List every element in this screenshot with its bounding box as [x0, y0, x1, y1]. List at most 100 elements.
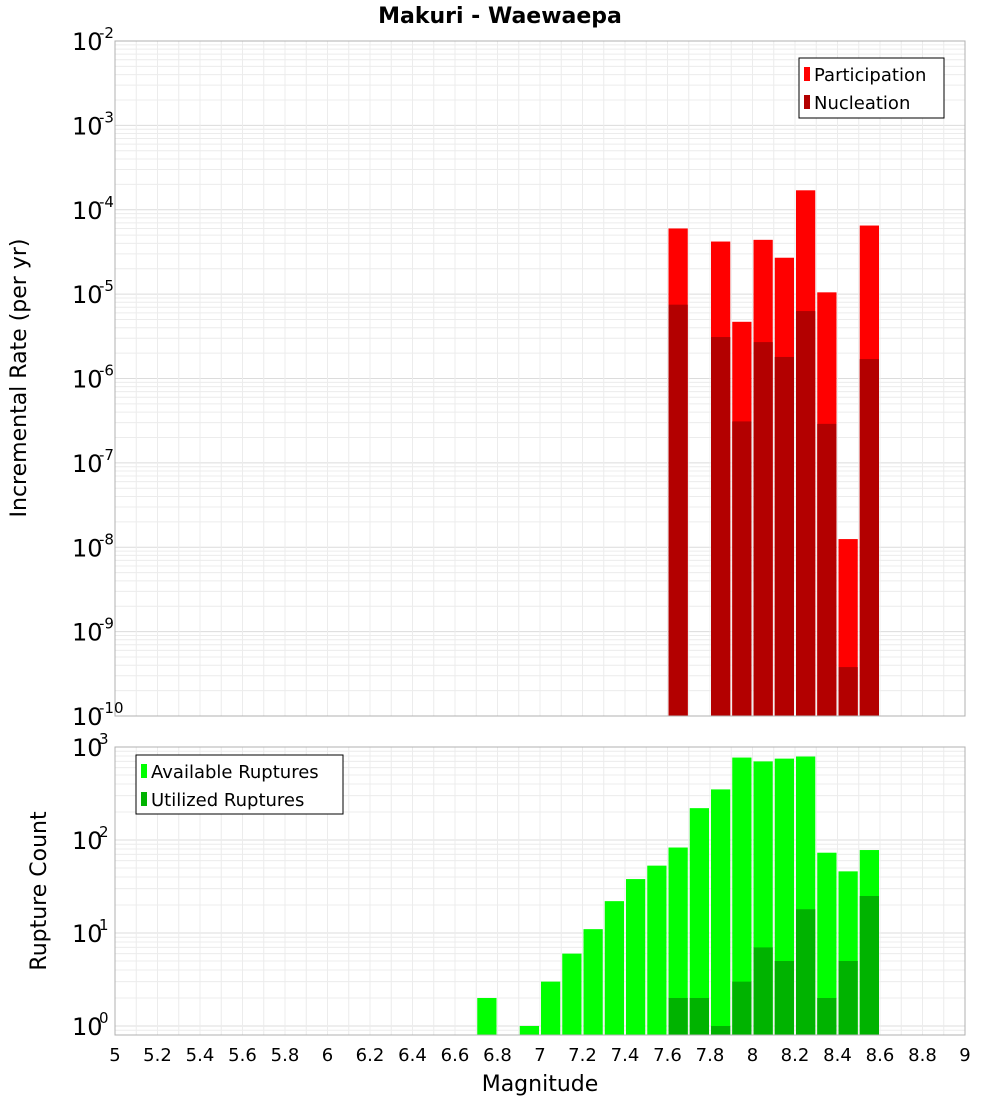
count-inner-bar: [817, 997, 837, 1035]
rate-panel-grid: [114, 41, 966, 717]
y-tick-label: 10: [72, 112, 103, 140]
rate-panel-y-ticks: 10-210-310-410-510-610-710-810-910-10: [72, 24, 124, 731]
y-tick-label: 10: [72, 920, 103, 948]
y-tick-label: 10: [72, 534, 103, 562]
count-outer-bar: [604, 901, 624, 1035]
x-tick-label: 6.2: [356, 1045, 385, 1066]
x-tick-label: 5.8: [271, 1045, 300, 1066]
rate-inner-bar: [668, 304, 688, 716]
count-panel-legend: Available Ruptures Utilized Ruptures: [135, 754, 344, 815]
x-tick-label: 6.4: [398, 1045, 427, 1066]
y-tick-label: 10: [72, 827, 103, 855]
legend-label: Nucleation: [814, 93, 910, 114]
legend-swatch: [804, 95, 810, 109]
y-tick-exponent: -6: [99, 362, 114, 380]
count-outer-bar: [541, 981, 561, 1035]
legend-swatch: [141, 792, 147, 806]
legend-label: Available Ruptures: [151, 762, 319, 783]
legend-box: [135, 754, 344, 815]
x-tick-label: 8.8: [908, 1045, 937, 1066]
count-inner-bar: [732, 981, 752, 1035]
count-outer-bar: [477, 997, 497, 1035]
rate-inner-bar: [817, 423, 837, 716]
count-outer-bar: [647, 865, 667, 1035]
x-tick-label: 8.2: [781, 1045, 810, 1066]
count-inner-bar: [668, 997, 688, 1035]
x-tick-label: 7.2: [568, 1045, 597, 1066]
rate-panel-frame: [114, 40, 966, 717]
count-outer-bar: [711, 789, 731, 1035]
x-tick-label: 8: [747, 1045, 758, 1066]
count-outer-bar: [668, 847, 688, 1035]
count-outer-bar: [689, 808, 709, 1035]
y-tick-label: 10: [72, 28, 103, 56]
rate-inner-bar: [796, 311, 816, 716]
legend-label: Utilized Ruptures: [151, 790, 304, 811]
rate-panel: 10-210-310-410-510-610-710-810-910-10 In…: [7, 24, 966, 731]
count-inner-bar: [689, 997, 709, 1035]
y-tick-exponent: -7: [99, 446, 114, 464]
x-tick-label: 8.6: [866, 1045, 895, 1066]
x-tick-label: 8.4: [823, 1045, 852, 1066]
y-tick-label: 10: [72, 734, 103, 762]
x-tick-label: 6: [322, 1045, 333, 1066]
count-inner-bar: [838, 960, 858, 1035]
count-inner-bar: [753, 947, 773, 1035]
legend-swatch: [141, 764, 147, 778]
count-inner-bar: [711, 1025, 731, 1035]
rate-inner-bar: [711, 337, 731, 716]
y-tick-exponent: 0: [99, 1009, 109, 1027]
y-tick-label: 10: [72, 197, 103, 225]
legend-label: Participation: [814, 65, 926, 86]
count-outer-bar: [626, 879, 646, 1035]
y-tick-exponent: 3: [99, 730, 109, 748]
y-tick-exponent: 2: [99, 823, 109, 841]
legend-box: [798, 57, 945, 119]
x-axis-label: Magnitude: [482, 1072, 599, 1097]
x-axis-ticks: 5 5.2 5.4 5.6 5.8 6 6.2 6.4 6.6 6.8 7 7.2 7.4 7.6 7.8 8…: [109, 1045, 970, 1066]
x-tick-label: 5.4: [186, 1045, 215, 1066]
y-tick-label: 10: [72, 703, 103, 731]
y-tick-exponent: -2: [99, 24, 114, 42]
count-panel-y-axis-label: Rupture Count: [27, 811, 52, 971]
x-tick-label: 5.2: [143, 1045, 172, 1066]
count-inner-bar: [859, 895, 879, 1035]
x-tick-label: 7.8: [696, 1045, 725, 1066]
y-tick-exponent: 1: [99, 916, 109, 934]
rate-panel-y-axis-label: Incremental Rate (per yr): [7, 239, 32, 518]
count-inner-bar: [774, 960, 794, 1035]
x-tick-label: 5.6: [228, 1045, 257, 1066]
y-tick-label: 10: [72, 619, 103, 647]
x-tick-label: 7: [534, 1045, 545, 1066]
chart-title: Makuri - Waewaepa: [378, 4, 622, 29]
y-tick-exponent: -8: [99, 530, 114, 548]
count-outer-bar: [583, 929, 603, 1035]
rate-inner-bar: [859, 359, 879, 716]
rate-inner-bar: [774, 356, 794, 716]
count-inner-bar: [796, 909, 816, 1035]
rate-inner-bar: [838, 667, 858, 716]
count-outer-bar: [519, 1025, 539, 1035]
rate-inner-bar: [753, 342, 773, 716]
x-tick-label: 6.6: [441, 1045, 470, 1066]
y-tick-exponent: -5: [99, 277, 114, 295]
count-panel-bars: [477, 756, 879, 1035]
count-panel-frame: [114, 746, 966, 1036]
rate-panel-bars: [668, 190, 879, 717]
x-tick-label: 7.4: [611, 1045, 640, 1066]
x-tick-label: 9: [959, 1045, 970, 1066]
legend-swatch: [804, 67, 810, 81]
y-tick-exponent: -3: [99, 108, 114, 126]
y-tick-label: 10: [72, 281, 103, 309]
y-tick-label: 10: [72, 450, 103, 478]
y-tick-exponent: -10: [99, 699, 124, 717]
x-tick-label: 5: [109, 1045, 120, 1066]
count-outer-bar: [732, 757, 752, 1035]
count-outer-bar: [817, 852, 837, 1035]
y-tick-label: 10: [72, 366, 103, 394]
y-tick-label: 10: [72, 1013, 103, 1041]
y-tick-exponent: -9: [99, 615, 114, 633]
